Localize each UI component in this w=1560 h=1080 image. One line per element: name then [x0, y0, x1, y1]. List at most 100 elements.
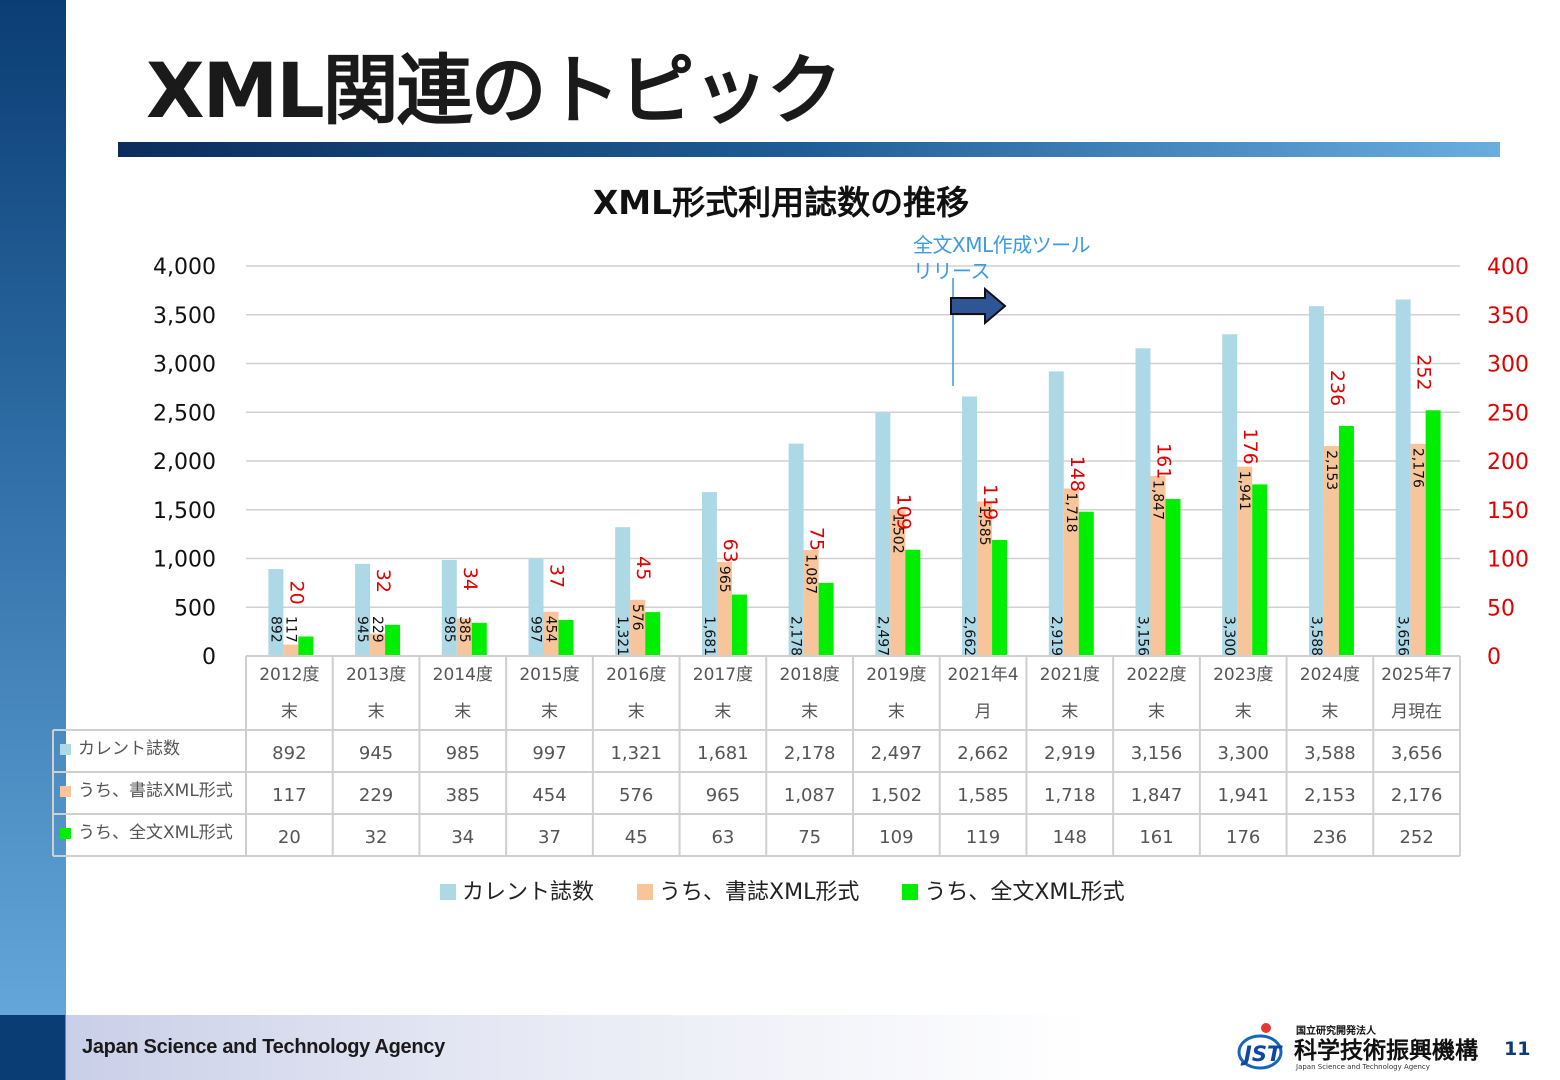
- data-label-biblio: 965: [716, 566, 732, 593]
- left-axis-tick-label: 1,000: [153, 548, 216, 573]
- category-label: 2017度: [693, 665, 753, 685]
- bar-current: [1222, 334, 1238, 656]
- data-label-current: 945: [354, 616, 370, 643]
- page-number: 11: [1504, 1038, 1531, 1060]
- category-label: 末: [541, 702, 558, 722]
- bar-biblio: [456, 618, 472, 656]
- data-label-fulltext: 252: [1413, 354, 1435, 390]
- table-cell: 176: [1226, 827, 1260, 848]
- bar-biblio: [1410, 443, 1426, 656]
- table-cell: 3,656: [1391, 743, 1443, 764]
- category-label: 2024度: [1300, 665, 1360, 685]
- table-cell: 148: [1053, 827, 1087, 848]
- jst-logo-mark: JST: [1240, 1042, 1283, 1066]
- bar-fulltext: [1252, 484, 1268, 656]
- left-axis-tick-label: 0: [202, 645, 216, 670]
- table-cell: 2,178: [784, 743, 836, 764]
- annotation-line-2: リリース: [913, 259, 991, 283]
- data-label-fulltext: 236: [1326, 370, 1348, 406]
- bar-biblio: [1150, 475, 1166, 656]
- table-cell: 75: [798, 827, 821, 848]
- legend-swatch-biblio: [637, 884, 654, 900]
- bar-current: [788, 443, 804, 656]
- table-cell: 997: [532, 743, 566, 764]
- data-label-biblio: 385: [456, 616, 472, 643]
- right-axis-tick-label: 100: [1487, 548, 1529, 573]
- bar-fulltext: [1078, 511, 1094, 656]
- bar-current: [875, 412, 891, 656]
- table-row-header: うち、全文XML形式: [78, 823, 233, 843]
- table-cell: 117: [272, 785, 306, 806]
- table-legend-key: [60, 744, 71, 755]
- table-cell: 2,919: [1044, 743, 1096, 764]
- jst-logo-dot: [1261, 1023, 1271, 1033]
- chart-legend: カレント誌数 うち、書誌XML形式 うち、全文XML形式: [440, 874, 1161, 906]
- bar-fulltext: [1338, 425, 1354, 656]
- bar-fulltext: [298, 636, 314, 656]
- table-cell: 32: [365, 827, 388, 848]
- table-cell: 119: [966, 827, 1000, 848]
- left-axis-tick-label: 2,500: [153, 401, 216, 426]
- right-axis-tick-label: 400: [1487, 255, 1529, 280]
- data-label-current: 892: [267, 616, 283, 643]
- bar-current: [441, 559, 457, 656]
- legend-swatch-current: [440, 884, 456, 900]
- bar-fulltext: [905, 549, 921, 656]
- legend-label-biblio: うち、書誌XML形式: [659, 880, 860, 905]
- bar-biblio: [1063, 488, 1079, 656]
- data-label-current: 2,919: [1048, 616, 1064, 656]
- footer-organization: Japan Science and Technology Agency: [82, 1036, 445, 1058]
- legend-item-fulltext: うち、全文XML形式: [902, 874, 1125, 906]
- left-decorative-band: [0, 0, 66, 1015]
- left-axis-tick-label: 500: [174, 596, 216, 621]
- data-label-biblio: 1,941: [1236, 471, 1252, 511]
- data-label-fulltext: 148: [1066, 456, 1088, 492]
- data-label-fulltext: 32: [372, 569, 394, 593]
- bar-biblio: [716, 561, 732, 656]
- table-cell: 1,941: [1217, 785, 1269, 806]
- category-label: 末: [714, 702, 731, 722]
- category-label: 2019度: [866, 665, 926, 685]
- data-label-biblio: 2,176: [1410, 448, 1426, 488]
- data-label-fulltext: 75: [806, 527, 828, 551]
- chart-title: XML形式利用誌数の推移: [593, 183, 969, 222]
- data-label-current: 2,662: [961, 616, 977, 656]
- table-cell: 385: [446, 785, 480, 806]
- data-label-biblio: 229: [369, 616, 385, 643]
- right-axis-tick-label: 150: [1487, 499, 1529, 524]
- table-cell: 3,156: [1131, 743, 1183, 764]
- table-cell: 3,588: [1304, 743, 1356, 764]
- bar-biblio: [1237, 466, 1253, 656]
- jst-logo-line1: 国立研究開発法人: [1296, 1024, 1377, 1037]
- jst-logo-line2: 科学技術振興機構: [1294, 1037, 1478, 1064]
- bar-fulltext: [385, 624, 401, 656]
- bar-fulltext: [818, 582, 834, 656]
- table-cell: 1,321: [610, 743, 662, 764]
- category-label: 月: [975, 702, 992, 722]
- left-axis-tick-label: 4,000: [153, 255, 216, 280]
- category-label: 2021年4: [948, 665, 1019, 685]
- table-cell: 985: [446, 743, 480, 764]
- table-cell: 229: [359, 785, 393, 806]
- table-legend-key: [60, 828, 71, 839]
- category-label: 末: [801, 702, 818, 722]
- right-axis-tick-label: 0: [1487, 645, 1501, 670]
- data-label-fulltext: 63: [719, 539, 741, 563]
- right-axis-tick-label: 200: [1487, 450, 1529, 475]
- left-axis-tick-label: 1,500: [153, 499, 216, 524]
- data-label-fulltext: 109: [892, 494, 914, 530]
- category-label: 末: [1235, 702, 1252, 722]
- category-label: 末: [368, 702, 385, 722]
- data-label-biblio: 2,153: [1323, 450, 1339, 490]
- data-label-current: 3,300: [1221, 616, 1237, 656]
- data-label-current: 1,321: [614, 616, 630, 656]
- table-cell: 1,681: [697, 743, 749, 764]
- bar-current: [528, 558, 544, 656]
- category-label: 末: [281, 702, 298, 722]
- category-label: 2018度: [780, 665, 840, 685]
- table-cell: 945: [359, 743, 393, 764]
- table-row-header: うち、書誌XML形式: [78, 781, 233, 801]
- footer-band: [0, 1015, 1560, 1080]
- bar-biblio: [890, 509, 906, 656]
- category-label: 末: [1061, 702, 1078, 722]
